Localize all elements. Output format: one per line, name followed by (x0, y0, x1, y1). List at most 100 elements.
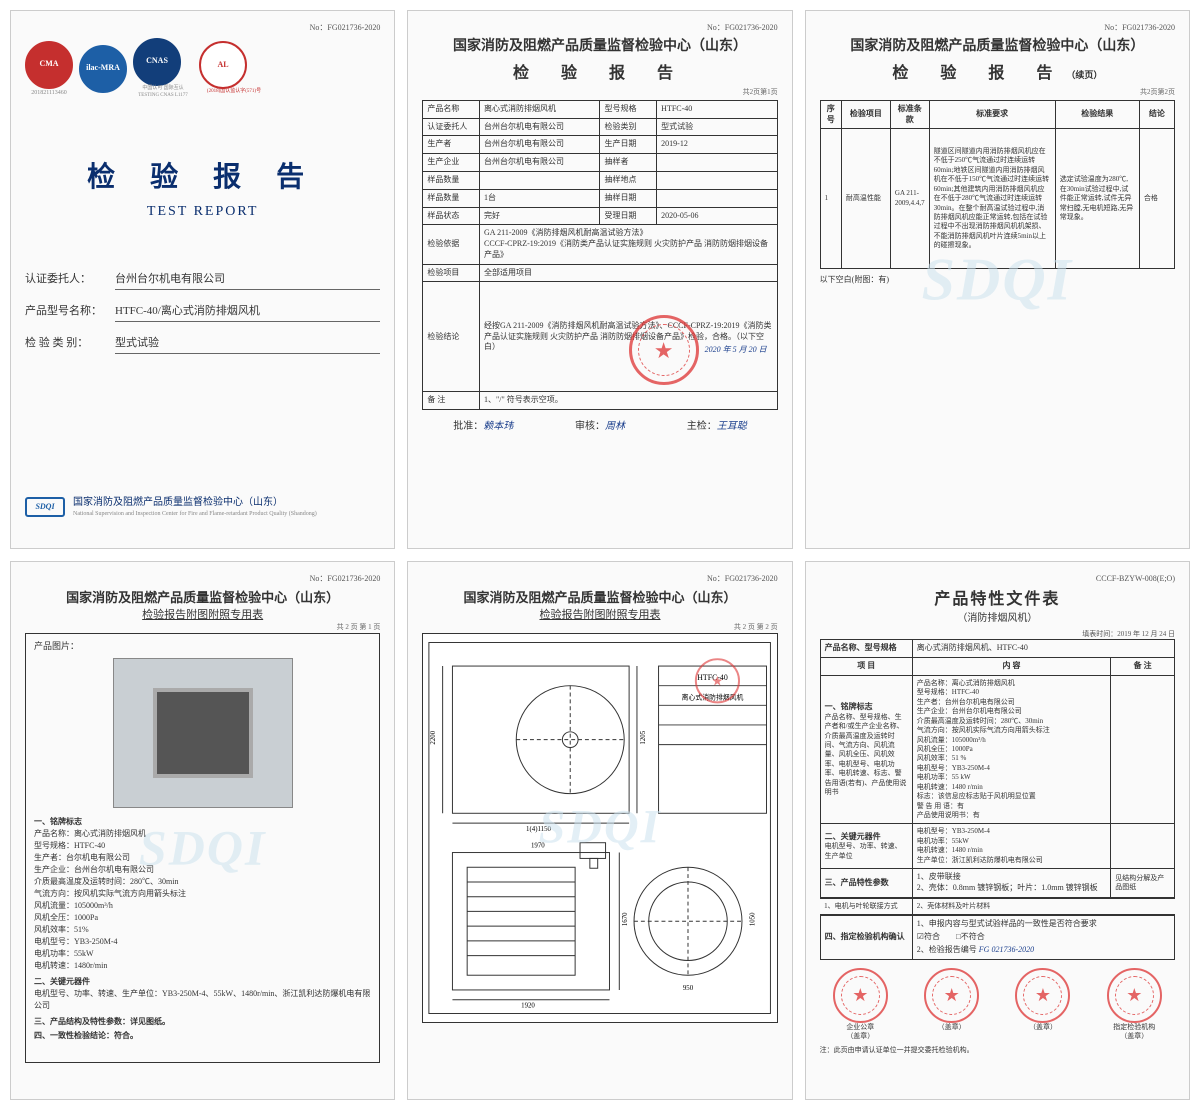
page-number: 共 2 页 第 1 页 (25, 623, 380, 632)
cell: 1台 (480, 189, 600, 207)
list-item: 生产者：台尔机电有限公司 (34, 852, 371, 864)
summary-table: 产品名称离心式消防排烟风机型号规格HTFC-40 认证委托人台州台尔机电有限公司… (422, 100, 777, 411)
sig-value: 王耳聪 (717, 421, 747, 432)
org-name: 国家消防及阻燃产品质量监督检验中心（山东） (25, 589, 380, 607)
drawing-svg: 2200 1(4)1150 1205 HTFC-40 离心式消防排烟风机 ★ (423, 634, 776, 1022)
svg-text:1970: 1970 (531, 842, 545, 849)
cell: 见结构分解及产品图纸 (1111, 869, 1175, 898)
list-item: 产品名称：离心式消防排烟风机 (34, 828, 371, 840)
org-name: 国家消防及阻燃产品质量监督检验中心（山东） (422, 38, 777, 57)
svg-text:1(4)1150: 1(4)1150 (526, 826, 551, 833)
cell: 2020-05-06 (657, 207, 777, 225)
cell: 样品数量 (423, 171, 480, 189)
cell: 检验类别 (600, 118, 657, 136)
report-title: 检 验 报 告 (422, 63, 777, 85)
sig-value: 赖本玮 (483, 421, 513, 432)
cell: 产品名称、型号规格 (820, 640, 912, 658)
cell: 抽样地点 (600, 171, 657, 189)
cell: 受理日期 (600, 207, 657, 225)
cell: 2019-12 (657, 136, 777, 154)
th: 结论 (1139, 100, 1174, 129)
cell: 二、关键元器件电机型号、功率、转速、生产单位 (820, 824, 912, 869)
cell: 全部适用项目 (480, 264, 778, 282)
org-name: 国家消防及阻燃产品质量监督检验中心（山东） (820, 38, 1175, 57)
cell: 抽样日期 (600, 189, 657, 207)
cell: 离心式消防排烟风机 (480, 100, 600, 118)
page-6-product-sheet: CCCF-BZYW-008(E;O) 产品特性文件表 （消防排烟风机） 填表时间… (805, 561, 1190, 1100)
list-item: 电机功率：55kW (34, 948, 371, 960)
accreditation-logos: CMA 201821113460 ilac-MRA CNAS 中国认可 国际互认… (25, 38, 380, 100)
doc-number: No：FG021736-2020 (422, 574, 777, 585)
svg-text:1920: 1920 (521, 1002, 535, 1009)
title-en: TEST REPORT (25, 203, 380, 222)
cell: 产品名称：离心式消防排烟风机 型号规格：HTFC-40 生产者：台州台尔机电有限… (912, 675, 1110, 824)
form-number: CCCF-BZYW-008(E;O) (820, 574, 1175, 585)
sig-label: 主检： (687, 421, 717, 432)
sig-value: 周林 (605, 421, 625, 432)
cell: 1、"/" 符号表示空项。 (480, 392, 778, 410)
cell: 认证委托人 (423, 118, 480, 136)
company-seal-icon: ★ (924, 968, 979, 1023)
sig-label: 审核： (575, 421, 605, 432)
blank-note: 以下空白(附图：有) (820, 275, 1175, 286)
cell: 四、指定检验机构确认 (820, 916, 912, 959)
list-item: 风机全压：1000Pa (34, 912, 371, 924)
page-3-detail: No：FG021736-2020 国家消防及阻燃产品质量监督检验中心（山东） 检… (805, 10, 1190, 549)
cell: GA 211-2009《消防排烟风机耐高温试验方法》 CCCF-CPRZ-19:… (480, 225, 778, 264)
issuer-cn: 国家消防及阻燃产品质量监督检验中心（山东） (73, 496, 317, 510)
sig-label: 批准： (453, 421, 483, 432)
product-photo (113, 658, 293, 808)
al-badge: AL (199, 41, 247, 89)
test-items-table: 序号 检验项目 标准条款 标准要求 检验结果 结论 1 耐高温性能 GA 211… (820, 100, 1175, 270)
section-title: 三、产品结构及特性参数：详见图纸。 (34, 1016, 371, 1028)
conclusion-cell: 经按GA 211-2009《消防排烟风机耐高温试验方法》、CCCF-CPRZ-1… (480, 282, 778, 392)
cover-fields: 认证委托人：台州台尔机电有限公司 产品型号名称：HTFC-40/离心式消防排烟风… (25, 272, 380, 354)
company-seal-icon: ★ (1015, 968, 1070, 1023)
subtitle: 检验报告附图附照专用表 (422, 608, 777, 623)
cell: 离心式消防排烟风机、HTFC-40 (912, 640, 1174, 658)
th: 内 容 (912, 658, 1110, 676)
cell: 三、产品特性参数 (820, 869, 912, 898)
page-1-cover: No：FG021736-2020 CMA 201821113460 ilac-M… (10, 10, 395, 549)
company-seal-icon: ★ (833, 968, 888, 1023)
cell: 1、电机与叶轮联接方式 (820, 898, 912, 914)
svg-text:1205: 1205 (640, 730, 647, 744)
cell: 抽样者 (600, 154, 657, 172)
label: 认证委托人： (25, 272, 115, 290)
value: 型式试验 (115, 336, 380, 354)
cell: 1、申报内容与型式试验样品的一致性是否符合要求 ☑符合 □不符合 2、检验报告编… (912, 916, 1174, 959)
issuing-org: SDQI 国家消防及阻燃产品质量监督检验中心（山东） National Supe… (25, 496, 380, 518)
footnote: 注：此页由申请认证单位一并提交委托检验机构。 (820, 1046, 1175, 1055)
cell: 台州台尔机电有限公司 (480, 154, 600, 172)
svg-text:2200: 2200 (430, 730, 437, 744)
cell: 备 注 (423, 392, 480, 410)
cell: 合格 (1139, 129, 1174, 269)
cma-badge: CMA (25, 41, 73, 89)
seal-label: （盖章） (924, 1023, 979, 1032)
th: 项 目 (820, 658, 912, 676)
signatures: 批准：赖本玮 审核：周林 主检：王耳聪 (422, 420, 777, 434)
cell (657, 189, 777, 207)
th: 检验结果 (1055, 100, 1139, 129)
cnas-badge: CNAS (133, 38, 181, 86)
page-number: 共 2 页 第 2 页 (422, 623, 777, 632)
ilac-badge: ilac-MRA (79, 45, 127, 93)
issuer-en: National Supervision and Inspection Cent… (73, 510, 317, 518)
header: 国家消防及阻燃产品质量监督检验中心（山东） 检 验 报 告（续页） (820, 38, 1175, 84)
cell: 样品状态 (423, 207, 480, 225)
svg-text:950: 950 (683, 985, 694, 992)
label: 检 验 类 别： (25, 336, 115, 354)
list-item: 风机效率：51% (34, 924, 371, 936)
page-number: 共2页第1页 (422, 88, 777, 97)
svg-text:1670: 1670 (622, 911, 629, 925)
seal-label: （盖章） (1015, 1023, 1070, 1032)
seal-label: （盖章） (1107, 1032, 1162, 1041)
al-sub: (2018)国认监认字(571)号 (199, 89, 269, 96)
seal-label: （盖章） (833, 1032, 888, 1041)
cell: 电机型号：YB3-250M-4 电机功率：55kW 电机转速：1480 r/mi… (912, 824, 1110, 869)
cell: 生产企业 (423, 154, 480, 172)
header: 国家消防及阻燃产品质量监督检验中心（山东） 检 验 报 告 (422, 38, 777, 84)
page-4-photo-specs: No：FG021736-2020 国家消防及阻燃产品质量监督检验中心（山东） 检… (10, 561, 395, 1100)
cell: 1 (820, 129, 841, 269)
cma-sub: 201821113460 (25, 89, 73, 97)
